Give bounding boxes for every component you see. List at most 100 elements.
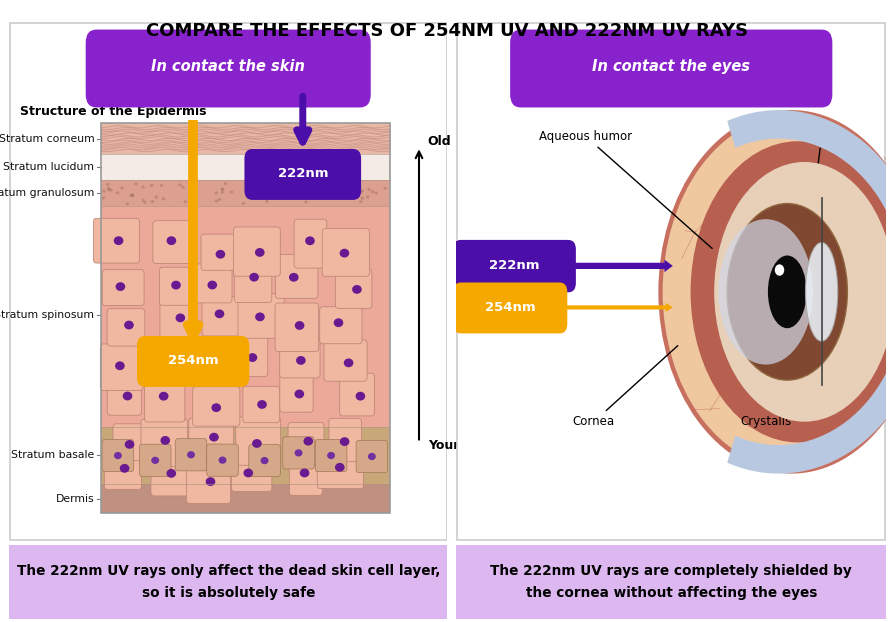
Text: Crystalls: Crystalls <box>739 361 819 428</box>
Ellipse shape <box>209 433 218 442</box>
Ellipse shape <box>351 285 361 294</box>
FancyBboxPatch shape <box>153 221 194 264</box>
Ellipse shape <box>220 187 224 190</box>
Wedge shape <box>727 110 894 473</box>
FancyBboxPatch shape <box>274 303 318 351</box>
FancyBboxPatch shape <box>328 419 361 462</box>
Ellipse shape <box>291 190 294 193</box>
Ellipse shape <box>206 477 215 486</box>
Ellipse shape <box>248 353 257 362</box>
Ellipse shape <box>304 200 308 203</box>
Ellipse shape <box>124 320 133 330</box>
Ellipse shape <box>194 192 198 195</box>
Ellipse shape <box>355 392 365 401</box>
FancyBboxPatch shape <box>275 254 317 299</box>
Text: Aqueous humor: Aqueous humor <box>538 129 712 248</box>
Ellipse shape <box>298 181 301 184</box>
FancyBboxPatch shape <box>294 220 326 268</box>
Ellipse shape <box>327 452 334 459</box>
Ellipse shape <box>658 110 894 473</box>
Ellipse shape <box>215 309 224 318</box>
Ellipse shape <box>374 192 377 195</box>
FancyBboxPatch shape <box>457 23 884 540</box>
Ellipse shape <box>767 256 805 328</box>
Ellipse shape <box>351 183 354 187</box>
FancyBboxPatch shape <box>102 440 133 471</box>
Ellipse shape <box>122 392 132 401</box>
Ellipse shape <box>151 457 159 464</box>
Ellipse shape <box>158 392 168 401</box>
Ellipse shape <box>166 469 176 478</box>
Ellipse shape <box>358 190 362 193</box>
Text: The 222nm UV rays are completely shielded by
the cornea without affecting the ey: The 222nm UV rays are completely shielde… <box>490 564 851 600</box>
Ellipse shape <box>339 249 349 258</box>
Ellipse shape <box>299 468 309 477</box>
FancyBboxPatch shape <box>175 439 207 471</box>
FancyBboxPatch shape <box>249 445 280 476</box>
Text: Young: Young <box>427 439 470 452</box>
Ellipse shape <box>120 187 123 190</box>
Ellipse shape <box>243 468 253 477</box>
FancyBboxPatch shape <box>510 30 831 108</box>
Text: 222nm: 222nm <box>277 167 328 180</box>
Ellipse shape <box>269 188 273 191</box>
Text: 254nm: 254nm <box>485 301 535 314</box>
Bar <box>101 180 390 206</box>
FancyBboxPatch shape <box>151 453 197 496</box>
Ellipse shape <box>143 201 147 204</box>
Ellipse shape <box>171 281 181 289</box>
Ellipse shape <box>340 437 349 446</box>
Ellipse shape <box>294 321 304 330</box>
FancyBboxPatch shape <box>238 294 284 338</box>
FancyBboxPatch shape <box>233 227 280 276</box>
Ellipse shape <box>366 195 369 198</box>
Ellipse shape <box>160 184 163 187</box>
Text: Stratum basale: Stratum basale <box>12 450 95 460</box>
Ellipse shape <box>125 202 129 205</box>
Ellipse shape <box>334 463 344 471</box>
Ellipse shape <box>726 203 847 380</box>
Ellipse shape <box>299 196 302 199</box>
FancyBboxPatch shape <box>140 419 188 466</box>
Ellipse shape <box>109 188 113 192</box>
Ellipse shape <box>294 449 302 457</box>
Ellipse shape <box>662 115 894 468</box>
FancyBboxPatch shape <box>137 336 249 387</box>
Ellipse shape <box>124 440 134 449</box>
Ellipse shape <box>370 190 374 193</box>
FancyBboxPatch shape <box>244 149 360 200</box>
Bar <box>101 206 390 427</box>
Ellipse shape <box>255 312 265 322</box>
Text: Dermis: Dermis <box>55 493 95 504</box>
Ellipse shape <box>291 192 294 195</box>
Ellipse shape <box>130 194 133 197</box>
Ellipse shape <box>257 400 266 409</box>
Ellipse shape <box>115 192 119 195</box>
Ellipse shape <box>178 183 181 187</box>
Ellipse shape <box>241 202 245 205</box>
Ellipse shape <box>155 195 158 198</box>
Ellipse shape <box>134 182 138 185</box>
FancyBboxPatch shape <box>139 444 171 476</box>
Ellipse shape <box>211 403 221 412</box>
Ellipse shape <box>190 188 194 191</box>
FancyBboxPatch shape <box>340 373 374 416</box>
Ellipse shape <box>333 318 343 327</box>
Text: Stratum lucidum: Stratum lucidum <box>4 162 95 172</box>
Ellipse shape <box>131 193 134 197</box>
Ellipse shape <box>358 200 362 203</box>
FancyBboxPatch shape <box>202 297 242 336</box>
FancyBboxPatch shape <box>235 417 281 465</box>
Ellipse shape <box>260 457 268 464</box>
Ellipse shape <box>690 141 894 442</box>
Text: Stratum granulosum: Stratum granulosum <box>0 188 95 198</box>
Ellipse shape <box>805 243 837 341</box>
FancyBboxPatch shape <box>93 218 139 263</box>
Text: In contact the skin: In contact the skin <box>151 60 305 75</box>
FancyBboxPatch shape <box>289 450 322 495</box>
FancyBboxPatch shape <box>232 450 272 491</box>
Ellipse shape <box>718 219 812 364</box>
Ellipse shape <box>249 273 258 282</box>
Ellipse shape <box>114 452 122 459</box>
Bar <box>101 484 390 513</box>
